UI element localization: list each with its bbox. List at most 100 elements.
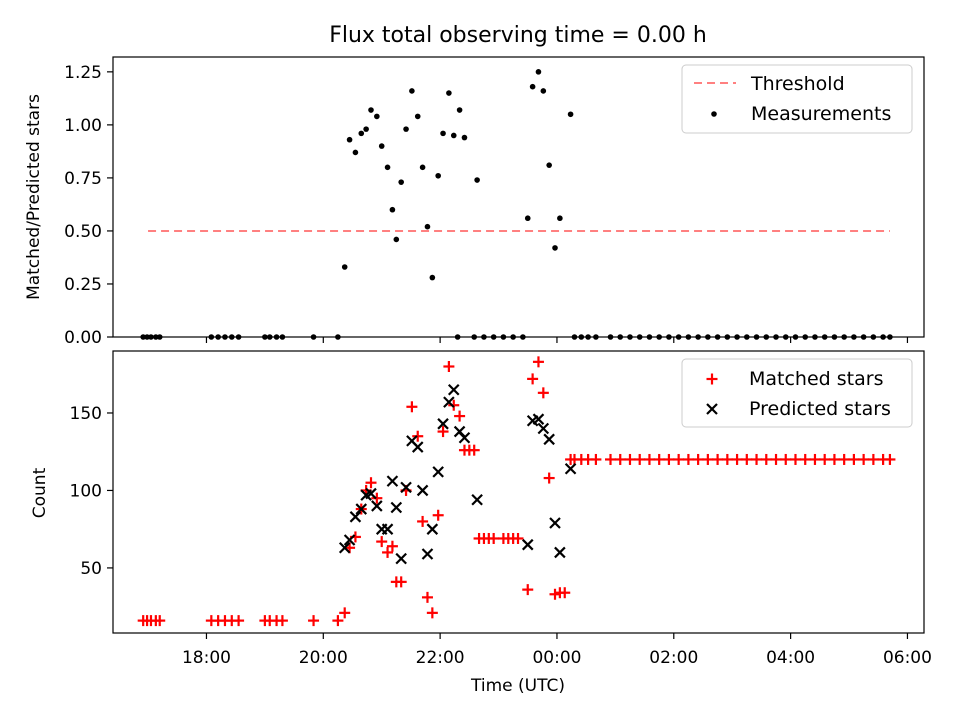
matched-point bbox=[488, 532, 500, 544]
counts-x-tick-label: 04:00 bbox=[766, 648, 815, 668]
predicted-point-b bbox=[416, 484, 429, 497]
measurement-point bbox=[384, 164, 391, 171]
counts-legend: Matched stars Predicted stars bbox=[681, 358, 913, 428]
counts-y-axis: 50 100 150 bbox=[70, 404, 113, 579]
predicted-point-b bbox=[365, 487, 377, 500]
predicted-point bbox=[421, 548, 434, 560]
matched-point bbox=[838, 453, 850, 465]
matched-point bbox=[867, 453, 879, 465]
matched-point bbox=[417, 515, 429, 527]
predicted-point-b bbox=[437, 418, 449, 430]
measurement-point bbox=[435, 172, 441, 179]
predicted-point-b bbox=[564, 462, 577, 475]
predicted-point-b bbox=[411, 441, 424, 453]
matched-point bbox=[809, 453, 821, 465]
measurement-point bbox=[346, 136, 353, 143]
matched-point bbox=[522, 584, 534, 596]
measurement-point bbox=[474, 177, 480, 183]
counts-x-tick-label: 20:00 bbox=[299, 648, 348, 668]
predicted-point bbox=[471, 493, 483, 506]
counts-y-tick-label: 100 bbox=[70, 481, 102, 501]
predicted-point-b bbox=[338, 542, 351, 554]
matched-point bbox=[371, 492, 383, 504]
counts-x-tick-label: 02:00 bbox=[649, 648, 698, 668]
predicted-point bbox=[365, 487, 377, 500]
ratio-plot-frame bbox=[112, 56, 925, 338]
predicted-point bbox=[443, 396, 455, 408]
predicted-point-b bbox=[447, 383, 460, 396]
predicted-point bbox=[411, 441, 424, 453]
predicted-point-b bbox=[421, 548, 434, 560]
measurement-point bbox=[409, 88, 415, 94]
matched-point bbox=[858, 453, 870, 465]
predicted-point-b bbox=[532, 413, 545, 425]
predicted-point-b bbox=[395, 552, 407, 565]
predicted-point bbox=[381, 523, 394, 535]
matched-point bbox=[448, 399, 460, 411]
measurement-point bbox=[341, 264, 348, 270]
matched-point bbox=[760, 453, 772, 465]
measurement-point bbox=[446, 90, 452, 96]
matched-point bbox=[332, 615, 344, 627]
counts-legend-frame bbox=[681, 358, 913, 428]
predicted-point-b bbox=[521, 538, 534, 551]
matched-point bbox=[780, 453, 792, 465]
measurement-point bbox=[456, 107, 463, 113]
matched-point bbox=[692, 453, 704, 465]
matched-point bbox=[154, 615, 166, 627]
matched-point bbox=[848, 453, 860, 465]
counts-x-tick-label: 06:00 bbox=[883, 648, 932, 668]
predicted-point bbox=[349, 511, 362, 523]
predicted-point-b bbox=[386, 475, 399, 487]
predicted-point-b bbox=[432, 466, 444, 478]
predicted-point-b bbox=[458, 431, 471, 444]
matched-point bbox=[559, 587, 571, 599]
matched-point bbox=[731, 453, 743, 465]
matched-point bbox=[233, 615, 245, 627]
matched-point bbox=[437, 426, 449, 438]
predicted-point-b bbox=[400, 481, 412, 494]
measurement-point bbox=[393, 236, 400, 243]
counts-panel: 50 100 150 18:00 20:00 22:00 00:00 02:00 04:00 0… bbox=[30, 350, 932, 696]
measurement-point bbox=[557, 215, 563, 222]
predicted-point-b bbox=[371, 500, 383, 512]
measurement-point bbox=[546, 162, 552, 168]
predicted-point bbox=[426, 523, 439, 535]
counts-y-tick-label: 150 bbox=[70, 404, 102, 424]
matched-point bbox=[702, 453, 714, 465]
predicted-point bbox=[355, 503, 368, 515]
measurement-point bbox=[450, 132, 457, 139]
legend-matched-swatch bbox=[706, 373, 718, 385]
matched-point bbox=[468, 444, 480, 456]
matched-point bbox=[770, 453, 782, 465]
counts-plot-frame bbox=[112, 350, 925, 634]
matched-point bbox=[819, 453, 831, 465]
measurement-point bbox=[540, 88, 547, 94]
predicted-point bbox=[564, 462, 577, 475]
legend-measurements-swatch bbox=[711, 111, 717, 117]
legend-predicted-swatch bbox=[706, 403, 718, 415]
x-axis-label: Time (UTC) bbox=[470, 676, 565, 696]
ratio-y-axis: 0.00 0.25 0.50 0.75 1.00 1.25 bbox=[64, 63, 113, 348]
ratio-panel: 0.00 0.25 0.50 0.75 1.00 1.25 Matched/Predict… bbox=[24, 56, 925, 348]
matched-point bbox=[443, 360, 455, 372]
legend-predicted-marker bbox=[706, 403, 718, 415]
predicted-point-b bbox=[355, 503, 368, 515]
matched-point bbox=[339, 607, 351, 619]
predicted-point bbox=[521, 538, 534, 551]
matched-point bbox=[527, 373, 539, 385]
measurement-point bbox=[524, 215, 531, 222]
predicted-point-b bbox=[426, 523, 439, 535]
measurement-point bbox=[358, 130, 365, 137]
matched-point bbox=[799, 453, 811, 465]
matched-point bbox=[590, 453, 602, 465]
predicted-point-b bbox=[543, 433, 555, 446]
matched-point bbox=[382, 546, 394, 558]
predicted-point bbox=[395, 552, 407, 565]
matched-point bbox=[682, 453, 694, 465]
legend-matched-marker bbox=[706, 373, 718, 385]
matched-stars-series bbox=[137, 356, 896, 627]
predicted-point bbox=[458, 431, 471, 444]
predicted-point bbox=[343, 534, 356, 546]
legend-matched-label: Matched stars bbox=[749, 368, 883, 390]
